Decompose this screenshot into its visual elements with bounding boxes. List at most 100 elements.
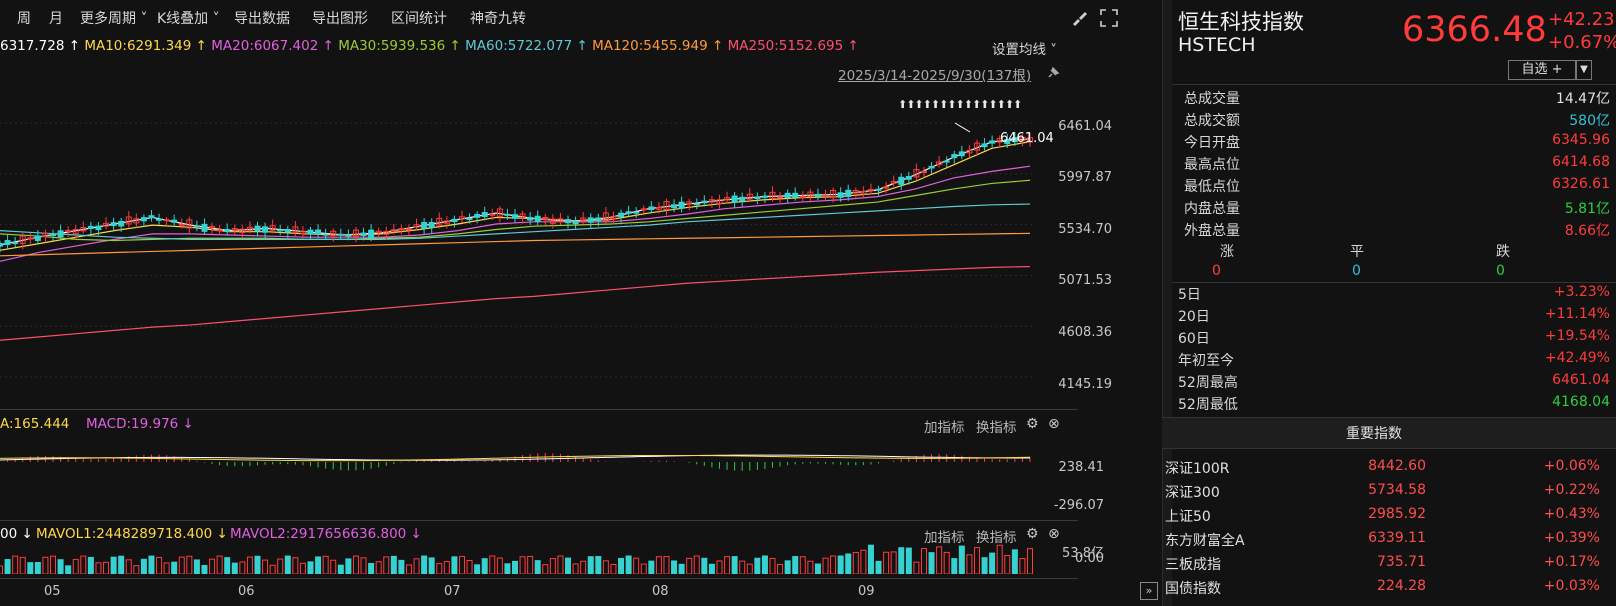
kline-chart[interactable] <box>0 84 1078 404</box>
candle-body <box>231 228 238 231</box>
ma-settings-dropdown[interactable]: 设置均线 ˅ <box>992 42 1058 58</box>
volume-bar <box>799 556 806 574</box>
volume-bar <box>27 562 34 574</box>
candle-body <box>103 222 110 227</box>
breadth-down-label: 跌 <box>1496 244 1510 260</box>
more-periods-dropdown[interactable]: 更多周期 ˅ <box>80 11 148 27</box>
volume-bar <box>595 556 602 574</box>
volume-bar <box>186 555 193 574</box>
index-row[interactable]: 上证50 2985.92 +0.43% <box>1165 506 1600 525</box>
candle-body <box>633 211 640 214</box>
candle-body <box>716 199 723 204</box>
candle-body <box>178 223 185 226</box>
indices-title: 重要指数 <box>1346 426 1402 442</box>
candle-body <box>65 229 72 233</box>
stat-row: 最高点位 6414.68 <box>1184 154 1610 173</box>
volume-bar <box>118 555 125 574</box>
chart-area[interactable]: 周 月 更多周期 ˅ K线叠加 ˅ 导出数据 导出图形 区间统计 神奇九转 63… <box>0 0 1160 606</box>
settings-gear-icon[interactable]: ⚙ <box>1026 526 1039 542</box>
volume-bar <box>178 556 185 574</box>
candle-body <box>451 218 458 223</box>
volume-bar <box>103 561 110 574</box>
export-chart-button[interactable]: 导出图形 <box>312 11 368 27</box>
add-indicator-button[interactable]: 加指标 <box>924 420 965 436</box>
volume-bar <box>284 555 291 574</box>
add-indicator-button[interactable]: 加指标 <box>924 530 965 546</box>
candle-body <box>284 228 291 233</box>
volume-bar <box>951 558 958 574</box>
index-row[interactable]: 三板成指 735.71 +0.17% <box>1165 554 1600 573</box>
candle-body <box>133 218 140 224</box>
switch-indicator-button[interactable]: 换指标 <box>976 530 1017 546</box>
index-code: HSTECH <box>1178 34 1256 56</box>
candle-body <box>792 192 799 198</box>
candle-body <box>504 213 511 216</box>
candle-body <box>739 196 746 202</box>
candle-body <box>648 206 655 210</box>
macd-separator <box>0 409 1078 410</box>
add-watchlist-button[interactable]: 自选 + <box>1508 60 1576 80</box>
candle-body <box>398 228 405 231</box>
period-week-button[interactable]: 周 <box>17 11 31 27</box>
candle-body <box>1027 137 1033 143</box>
close-icon[interactable]: ⊗ <box>1048 416 1060 432</box>
candle-body <box>587 217 594 223</box>
volume-bar <box>754 557 761 574</box>
panel-splitter[interactable] <box>1162 0 1173 606</box>
volume-bar <box>1004 555 1011 574</box>
divider <box>1172 84 1616 85</box>
ma-line-ma120 <box>0 232 1031 257</box>
index-row[interactable]: 深证300 5734.58 +0.22% <box>1165 482 1600 501</box>
candle-body <box>928 165 935 169</box>
volume-bar <box>307 561 314 574</box>
volume-bar <box>398 559 405 574</box>
volume-bar <box>360 557 367 574</box>
volume-bar <box>845 553 852 574</box>
pin-icon[interactable] <box>1046 66 1060 80</box>
export-data-button[interactable]: 导出数据 <box>234 11 290 27</box>
candle-body <box>209 225 216 229</box>
perf-row: 年初至今 +42.49% <box>1178 350 1610 369</box>
candle-body <box>110 222 117 227</box>
settings-gear-icon[interactable]: ⚙ <box>1026 416 1039 432</box>
perf-row: 52周最低 4168.04 <box>1178 394 1610 413</box>
candle-body <box>50 234 57 237</box>
candle-body <box>943 160 950 163</box>
switch-indicator-button[interactable]: 换指标 <box>976 420 1017 436</box>
candle-body <box>989 140 996 144</box>
candle-body <box>807 191 814 197</box>
macd-chart[interactable] <box>0 432 1078 492</box>
volume-bar <box>474 564 481 574</box>
index-row[interactable]: 东方财富全A 6339.11 +0.39% <box>1165 530 1600 549</box>
range-label[interactable]: 2025/3/14-2025/9/30(137根) <box>838 68 1032 84</box>
fullscreen-icon[interactable] <box>1100 9 1118 27</box>
watchlist-dropdown-icon[interactable]: ▼ <box>1576 60 1592 80</box>
close-icon[interactable]: ⊗ <box>1048 526 1060 542</box>
candle-body <box>761 195 768 198</box>
volume-bar <box>42 556 49 574</box>
high-marker-label: 6461.04 <box>1000 131 1054 146</box>
candle-body <box>458 216 465 220</box>
volume-bar <box>390 555 397 574</box>
volume-bar <box>625 555 632 574</box>
range-stats-button[interactable]: 区间统计 <box>391 11 447 27</box>
volume-chart[interactable] <box>0 540 1078 574</box>
candle-body <box>254 225 261 232</box>
stat-row: 最低点位 6326.61 <box>1184 176 1610 195</box>
volume-bar <box>193 559 200 574</box>
index-row[interactable]: 国债指数 224.28 +0.03% <box>1165 578 1600 597</box>
draw-brush-icon[interactable] <box>1070 9 1088 27</box>
candle-body <box>42 232 49 237</box>
candle-body <box>322 233 329 236</box>
candle-body <box>216 229 223 232</box>
kline-overlay-dropdown[interactable]: K线叠加 ˅ <box>157 11 220 27</box>
expand-arrow-icon[interactable]: » <box>1140 582 1158 600</box>
ma5-label: 6317.728 ↑ <box>0 38 81 54</box>
magic-nine-button[interactable]: 神奇九转 <box>470 11 526 27</box>
index-row[interactable]: 深证100R 8442.60 +0.06% <box>1165 458 1600 477</box>
volume-bar <box>0 565 3 574</box>
candle-body <box>193 225 200 228</box>
volume-bar <box>330 559 337 574</box>
period-month-button[interactable]: 月 <box>49 11 63 27</box>
volume-bar <box>557 555 564 574</box>
